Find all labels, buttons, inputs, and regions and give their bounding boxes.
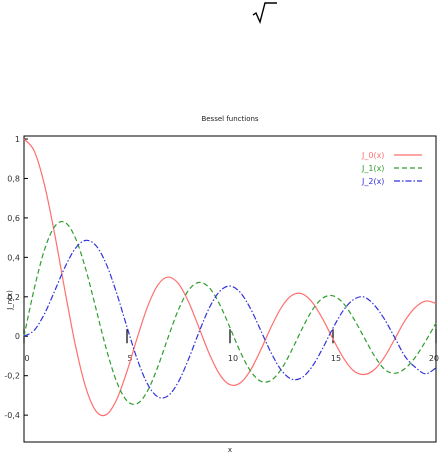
y-tick-label: 0,2 (7, 293, 20, 302)
y-tick-label: 1 (15, 135, 20, 144)
legend-label-1: J_1(x) (361, 164, 384, 173)
sqrt-glyph (252, 2, 277, 25)
plot-area: -0,4-0,200,20,40,60,810 5 10 15 20J_0(x)J_1(… (4, 135, 439, 443)
sqrt-icon (252, 2, 278, 25)
legend-label-0: J_0(x) (361, 151, 384, 160)
series-line-2 (23, 239, 437, 399)
y-tick-label: 0,8 (7, 174, 20, 183)
x-tick-label: 5 (127, 354, 132, 363)
y-tick-label: 0 (15, 332, 20, 341)
x-axis-label: x (228, 446, 232, 454)
x-tick-label: 20 (429, 354, 439, 363)
legend-label-2: J_2(x) (361, 177, 384, 186)
y-tick-label: 0,6 (7, 214, 20, 223)
y-tick-label: -0,2 (4, 372, 20, 381)
x-tick-label: 0 (24, 354, 29, 363)
plot-frame (23, 135, 437, 443)
x-tick-label: 10 (228, 354, 238, 363)
series-line-0 (23, 138, 437, 417)
x-tick-label: 15 (331, 354, 341, 363)
y-axis-label: J_n(x) (6, 290, 14, 311)
y-tick-label: -0,4 (4, 411, 20, 420)
series-line-1 (23, 220, 437, 406)
y-tick-label: 0,4 (7, 253, 20, 262)
chart-title: Bessel functions (201, 115, 258, 123)
